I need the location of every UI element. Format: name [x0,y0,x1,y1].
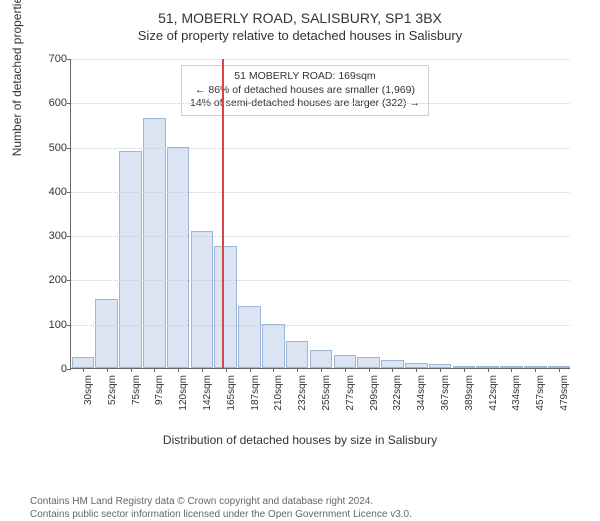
x-tick-label: 367sqm [440,375,451,415]
chart-container: Number of detached properties 51 MOBERLY… [20,49,580,429]
x-tick-label: 412sqm [488,375,499,415]
gridline-h [71,280,570,281]
y-tick-label: 300 [37,230,67,242]
y-tick-mark [67,103,71,104]
annotation-line-1: 51 MOBERLY ROAD: 169sqm [190,70,420,84]
x-tick-label: 389sqm [464,375,475,415]
x-tick-mark [559,368,560,372]
gridline-h [71,325,570,326]
y-tick-mark [67,325,71,326]
x-axis-label: Distribution of detached houses by size … [10,433,590,447]
x-tick-mark [131,368,132,372]
x-tick-label: 52sqm [107,375,118,415]
footer-line-2: Contains public sector information licen… [30,508,590,521]
x-tick-mark [488,368,489,372]
x-tick-mark [392,368,393,372]
histogram-bar [357,357,380,368]
x-tick-mark [511,368,512,372]
x-tick-mark [154,368,155,372]
y-tick-mark [67,148,71,149]
gridline-h [71,236,570,237]
gridline-h [71,103,570,104]
x-tick-label: 165sqm [226,375,237,415]
x-tick-label: 322sqm [392,375,403,415]
annotation-box: 51 MOBERLY ROAD: 169sqm ← 86% of detache… [181,65,429,116]
x-tick-label: 30sqm [83,375,94,415]
plot-area: 51 MOBERLY ROAD: 169sqm ← 86% of detache… [70,59,570,369]
x-tick-mark [369,368,370,372]
x-tick-label: 142sqm [202,375,213,415]
x-tick-label: 344sqm [416,375,427,415]
histogram-bar [95,299,118,368]
chart-title-sub: Size of property relative to detached ho… [10,28,590,43]
x-tick-label: 232sqm [297,375,308,415]
gridline-h [71,148,570,149]
y-tick-mark [67,280,71,281]
x-tick-label: 479sqm [559,375,570,415]
histogram-bar [334,355,357,368]
x-tick-mark [83,368,84,372]
histogram-bar [286,341,309,368]
x-tick-label: 210sqm [273,375,284,415]
x-tick-label: 97sqm [154,375,165,415]
x-tick-label: 187sqm [250,375,261,415]
y-tick-label: 500 [37,142,67,154]
x-tick-mark [273,368,274,372]
footer-attribution: Contains HM Land Registry data © Crown c… [10,495,590,521]
gridline-h [71,192,570,193]
x-tick-mark [440,368,441,372]
histogram-bar [143,118,166,368]
annotation-line-2: ← 86% of detached houses are smaller (1,… [190,84,420,98]
x-tick-mark [178,368,179,372]
reference-line [222,59,224,368]
x-tick-label: 434sqm [511,375,522,415]
y-axis-label: Number of detached properties [10,0,24,156]
y-tick-label: 100 [37,319,67,331]
x-tick-mark [202,368,203,372]
x-tick-label: 120sqm [178,375,189,415]
y-tick-mark [67,369,71,370]
histogram-bar [381,360,404,368]
histogram-bar [310,350,333,368]
x-tick-mark [416,368,417,372]
histogram-bar [214,246,237,368]
x-tick-label: 255sqm [321,375,332,415]
y-tick-label: 400 [37,186,67,198]
y-tick-label: 600 [37,97,67,109]
y-tick-label: 0 [37,363,67,375]
x-tick-mark [107,368,108,372]
y-tick-label: 200 [37,274,67,286]
histogram-bar [238,306,261,368]
y-tick-mark [67,59,71,60]
x-tick-mark [321,368,322,372]
histogram-bar [167,147,190,368]
footer-line-1: Contains HM Land Registry data © Crown c… [30,495,590,508]
gridline-h [71,59,570,60]
x-tick-mark [535,368,536,372]
histogram-bar [191,231,214,368]
y-tick-mark [67,192,71,193]
x-tick-label: 299sqm [369,375,380,415]
x-tick-label: 75sqm [131,375,142,415]
histogram-bar [72,357,95,368]
histogram-bar [119,151,142,368]
y-tick-mark [67,236,71,237]
y-tick-label: 700 [37,53,67,65]
x-tick-mark [464,368,465,372]
x-tick-mark [297,368,298,372]
x-tick-label: 457sqm [535,375,546,415]
x-tick-mark [226,368,227,372]
chart-title-main: 51, MOBERLY ROAD, SALISBURY, SP1 3BX [10,10,590,26]
x-tick-mark [250,368,251,372]
x-tick-label: 277sqm [345,375,356,415]
x-tick-mark [345,368,346,372]
histogram-bar [262,324,285,368]
